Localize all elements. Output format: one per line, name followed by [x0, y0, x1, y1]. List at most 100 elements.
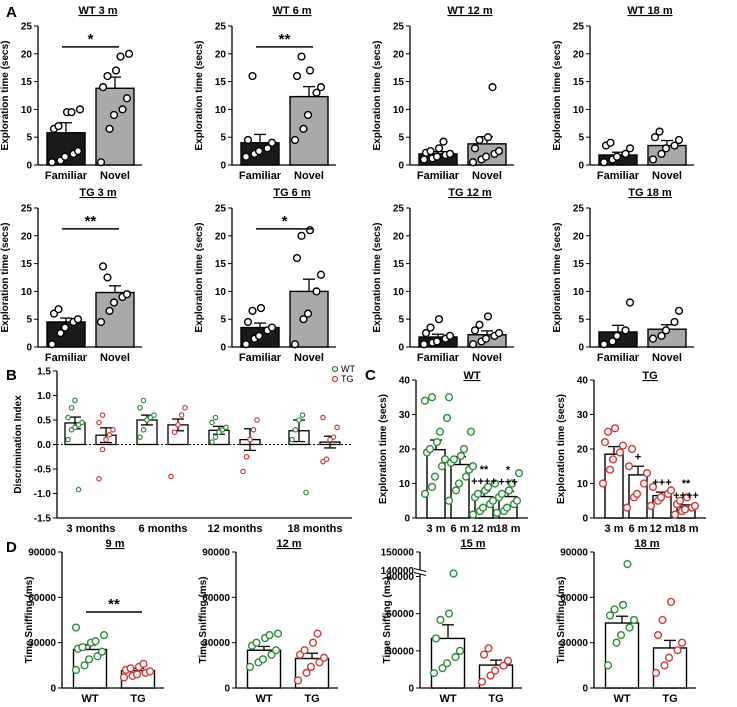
data-point: [468, 340, 478, 349]
data-point: [492, 508, 502, 517]
significance-annotation: ++++: [673, 490, 699, 502]
data-point: [126, 664, 135, 673]
data-point: [494, 147, 504, 156]
data-point: [97, 647, 107, 656]
data-point: [670, 141, 679, 150]
data-point: [497, 489, 507, 498]
data-point: [484, 644, 493, 653]
data-point: [60, 323, 70, 332]
data-point: [60, 152, 70, 161]
data-point: [122, 290, 132, 299]
data-point: [612, 331, 622, 340]
data-point: [103, 436, 109, 443]
data-point: [145, 667, 155, 676]
chart-d2: 12 m Time Sniffing (ms) 0 30000 60000 90000 WT…: [198, 538, 338, 705]
data-point: [316, 83, 326, 92]
data-point: [488, 496, 498, 505]
data-point: [78, 643, 87, 652]
data-point: [599, 158, 609, 167]
y-tick-label: 60000: [560, 593, 588, 604]
data-point: [632, 489, 642, 498]
y-tick-label: 10: [21, 105, 33, 116]
y-tick-label: 10: [215, 287, 227, 298]
data-point: [666, 597, 676, 606]
data-point: [305, 226, 315, 235]
y-axis-label: Discrimination Index: [13, 395, 24, 494]
data-point: [426, 147, 435, 156]
significance-annotation: **: [480, 464, 489, 476]
data-point: [243, 453, 250, 460]
data-point: [618, 441, 628, 450]
y-tick-label: 25: [21, 22, 33, 33]
data-point: [419, 155, 429, 164]
data-point: [250, 426, 257, 433]
chart-title: WT 3 m: [78, 5, 117, 17]
data-point: [140, 426, 147, 433]
axis-break-mask: [414, 569, 426, 574]
y-tick-label: 0: [50, 684, 56, 695]
data-point: [603, 661, 613, 670]
y-axis-label: Exploration time (secs): [556, 394, 567, 504]
y-tick-label: 10: [215, 105, 227, 116]
y-tick-label: 0: [578, 161, 584, 172]
y-axis-label: Time Sniffing (ms): [198, 576, 209, 663]
data-point: [296, 417, 302, 423]
significance-annotation: **: [682, 478, 691, 490]
data-point: [111, 66, 121, 75]
data-point: [621, 326, 630, 335]
data-point: [72, 397, 78, 404]
data-point: [124, 49, 134, 58]
data-point: [429, 669, 439, 678]
data-point: [420, 396, 430, 405]
y-tick-label: 10: [573, 105, 585, 116]
data-point: [674, 306, 684, 315]
data-point: [608, 337, 617, 346]
data-point: [209, 419, 215, 426]
data-point: [459, 444, 469, 454]
data-point: [442, 413, 452, 423]
x-category-label: WT: [439, 693, 456, 705]
data-point: [466, 427, 476, 436]
data-point: [105, 124, 114, 133]
data-point: [420, 489, 430, 498]
y-tick-label: 60000: [386, 609, 414, 620]
data-point: [502, 503, 512, 512]
y-tick-label: 25: [21, 204, 33, 215]
data-point: [479, 650, 489, 659]
x-category-label: 12 months: [207, 523, 262, 535]
data-point: [651, 668, 661, 677]
data-point: [444, 609, 454, 618]
significance-marker: **: [279, 31, 291, 48]
data-point: [430, 472, 440, 481]
chart-d3: 15 m Time Sniffing (ms) 0 30000 60000 9000014…: [381, 538, 522, 705]
data-point: [442, 659, 452, 668]
data-point: [139, 659, 148, 668]
data-point: [271, 646, 281, 655]
x-category-label: TG: [130, 693, 145, 705]
x-category-label: Familiar: [239, 352, 282, 364]
data-point: [650, 133, 660, 142]
data-point: [212, 434, 219, 440]
data-point: [252, 638, 261, 647]
x-category-label: Novel: [472, 170, 502, 182]
data-point: [608, 455, 618, 464]
significance-marker: *: [88, 31, 94, 48]
y-tick-label: 0: [26, 161, 32, 172]
data-point: [680, 505, 690, 514]
y-tick-label: 15: [393, 77, 405, 88]
y-tick-label: 30000: [560, 638, 588, 649]
y-tick-label: 60000: [202, 593, 230, 604]
data-point: [119, 673, 129, 682]
data-point: [68, 404, 75, 411]
data-point: [290, 135, 300, 145]
data-point: [54, 305, 63, 314]
legend-marker-wt: [331, 365, 339, 373]
y-tick-label: 30000: [386, 646, 414, 657]
y-tick-label: 20: [393, 231, 405, 242]
data-point: [507, 479, 517, 488]
data-point: [490, 666, 500, 675]
data-point: [629, 615, 639, 625]
data-point: [426, 323, 435, 332]
data-point: [432, 438, 442, 447]
data-point: [438, 664, 447, 673]
